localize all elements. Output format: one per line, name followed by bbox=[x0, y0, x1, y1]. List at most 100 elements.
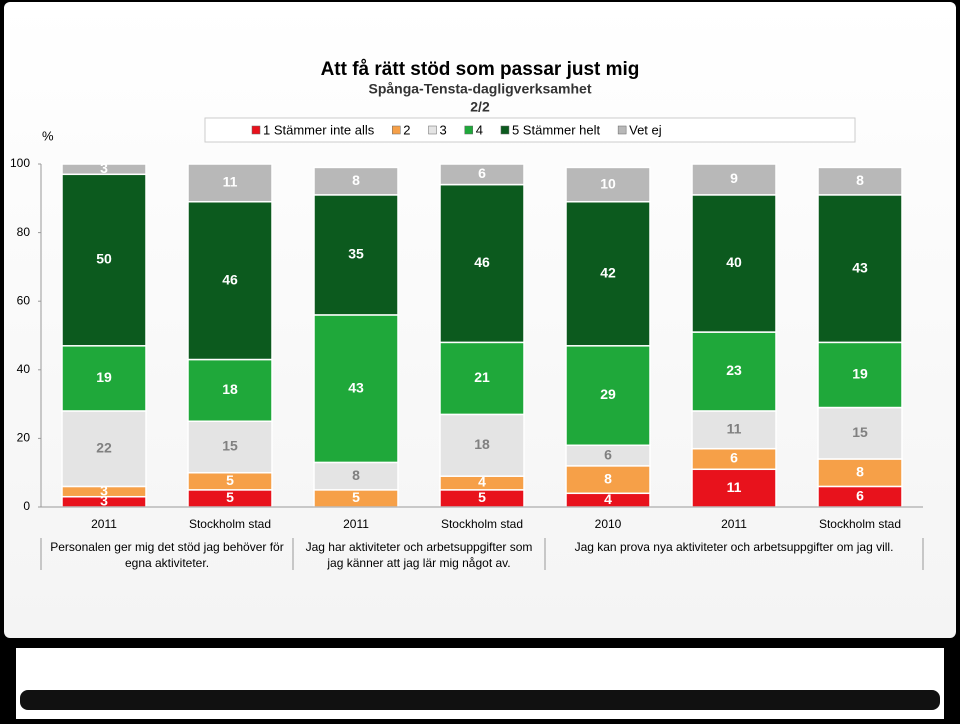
data-label: 5 bbox=[226, 489, 234, 505]
bar-segment bbox=[691, 194, 777, 333]
x-tick-label: 2010 bbox=[595, 517, 622, 531]
x-tick-label: Stockholm stad bbox=[441, 517, 523, 531]
data-label: 19 bbox=[852, 366, 868, 382]
data-label: 43 bbox=[852, 259, 868, 275]
bar-segment bbox=[817, 194, 903, 344]
data-label: 50 bbox=[96, 251, 112, 267]
y-tick-label: 100 bbox=[10, 156, 30, 170]
bar-segment bbox=[187, 420, 273, 474]
data-label: 3 bbox=[100, 160, 108, 176]
x-tick-label: 2011 bbox=[721, 517, 747, 531]
bar-segment bbox=[817, 341, 903, 409]
data-label: 6 bbox=[856, 487, 864, 503]
data-label: 10 bbox=[600, 175, 616, 191]
bar-segment bbox=[439, 163, 525, 186]
data-label: 46 bbox=[222, 271, 238, 287]
data-label: 8 bbox=[352, 467, 360, 483]
data-label: 8 bbox=[856, 172, 864, 188]
bar-segment bbox=[313, 314, 399, 464]
y-tick-label: 0 bbox=[23, 499, 30, 513]
data-label: 3 bbox=[100, 493, 108, 509]
group-label: Personalen ger mig det stöd jag behöver … bbox=[50, 540, 283, 570]
x-tick-label: Stockholm stad bbox=[819, 517, 901, 531]
legend-swatch bbox=[500, 125, 510, 135]
legend-label: 5 Stämmer helt bbox=[512, 122, 601, 137]
data-label: 6 bbox=[478, 165, 486, 181]
legend-swatch bbox=[464, 125, 473, 135]
legend-swatch bbox=[251, 125, 261, 135]
data-label: 18 bbox=[474, 436, 490, 452]
bar-segment bbox=[61, 173, 147, 347]
bar-segment bbox=[313, 461, 399, 491]
data-label: 4 bbox=[604, 491, 612, 507]
bar-segment bbox=[187, 163, 273, 203]
bar-segment bbox=[691, 468, 777, 508]
bar-segment bbox=[313, 166, 399, 196]
bar-segment bbox=[817, 166, 903, 196]
bar-segment bbox=[565, 200, 651, 347]
page-number: 2/2 bbox=[470, 99, 490, 115]
data-label: 6 bbox=[604, 446, 612, 462]
group-label: Jag har aktiviteter och arbetsuppgifter … bbox=[306, 540, 533, 570]
group-label: Jag kan prova nya aktiviteter och arbets… bbox=[575, 540, 894, 554]
legend-box bbox=[204, 117, 856, 143]
data-label: 8 bbox=[604, 470, 612, 486]
data-label: 23 bbox=[726, 362, 742, 378]
bar-segment bbox=[187, 200, 273, 361]
data-label: 42 bbox=[600, 264, 616, 280]
chart-subtitle: Spånga-Tensta-dagligverksamhet bbox=[368, 81, 591, 97]
data-label: 5 bbox=[226, 472, 234, 488]
chart-title: Att få rätt stöd som passar just mig bbox=[321, 59, 640, 80]
data-label: 15 bbox=[222, 438, 238, 454]
data-label: 11 bbox=[223, 174, 238, 190]
bar-segment bbox=[817, 458, 903, 488]
legend-label: 1 Stämmer inte alls bbox=[263, 122, 375, 137]
legend-swatch bbox=[617, 125, 627, 135]
bar-segment bbox=[565, 345, 651, 447]
data-label: 8 bbox=[352, 172, 360, 188]
footer-silhouettes bbox=[20, 690, 940, 710]
bar-segment bbox=[565, 166, 651, 203]
data-label: 43 bbox=[348, 379, 364, 395]
data-label: 8 bbox=[856, 463, 864, 479]
y-tick-label: 40 bbox=[17, 362, 31, 376]
data-label: 22 bbox=[96, 439, 112, 455]
y-tick-label: 80 bbox=[17, 225, 31, 239]
legend-swatch bbox=[428, 125, 437, 135]
legend-label: Vet ej bbox=[629, 122, 662, 137]
data-label: 29 bbox=[600, 386, 616, 402]
y-axis-label: % bbox=[42, 128, 54, 143]
x-tick-label: 2011 bbox=[91, 517, 117, 531]
bar-segment bbox=[61, 410, 147, 488]
bar-segment bbox=[439, 341, 525, 416]
bar-segment bbox=[439, 413, 525, 477]
data-label: 4 bbox=[478, 474, 486, 490]
bar-segment bbox=[691, 331, 777, 412]
data-label: 3 bbox=[100, 482, 108, 498]
data-label: 40 bbox=[726, 254, 742, 270]
data-label: 46 bbox=[474, 254, 490, 270]
bar-segment bbox=[691, 163, 777, 196]
data-label: 6 bbox=[730, 450, 738, 466]
data-label: 5 bbox=[352, 489, 360, 505]
data-label: 11 bbox=[727, 479, 742, 495]
legend-swatch bbox=[392, 125, 401, 135]
data-label: 19 bbox=[96, 369, 112, 385]
bar-segment bbox=[817, 406, 903, 460]
data-label: 5 bbox=[478, 489, 486, 505]
data-label: 35 bbox=[348, 246, 364, 262]
bar-segment bbox=[61, 163, 147, 176]
legend-label: 3 bbox=[440, 122, 447, 137]
bar-segment bbox=[187, 358, 273, 423]
legend-label: 2 bbox=[403, 122, 410, 137]
data-label: 9 bbox=[730, 170, 738, 186]
data-label: 11 bbox=[727, 421, 742, 437]
data-label: 21 bbox=[474, 369, 490, 385]
y-tick-label: 20 bbox=[17, 431, 31, 445]
bar-segment bbox=[313, 194, 399, 316]
data-label: 18 bbox=[222, 381, 238, 397]
x-tick-label: Stockholm stad bbox=[189, 517, 271, 531]
legend-label: 4 bbox=[476, 122, 483, 137]
